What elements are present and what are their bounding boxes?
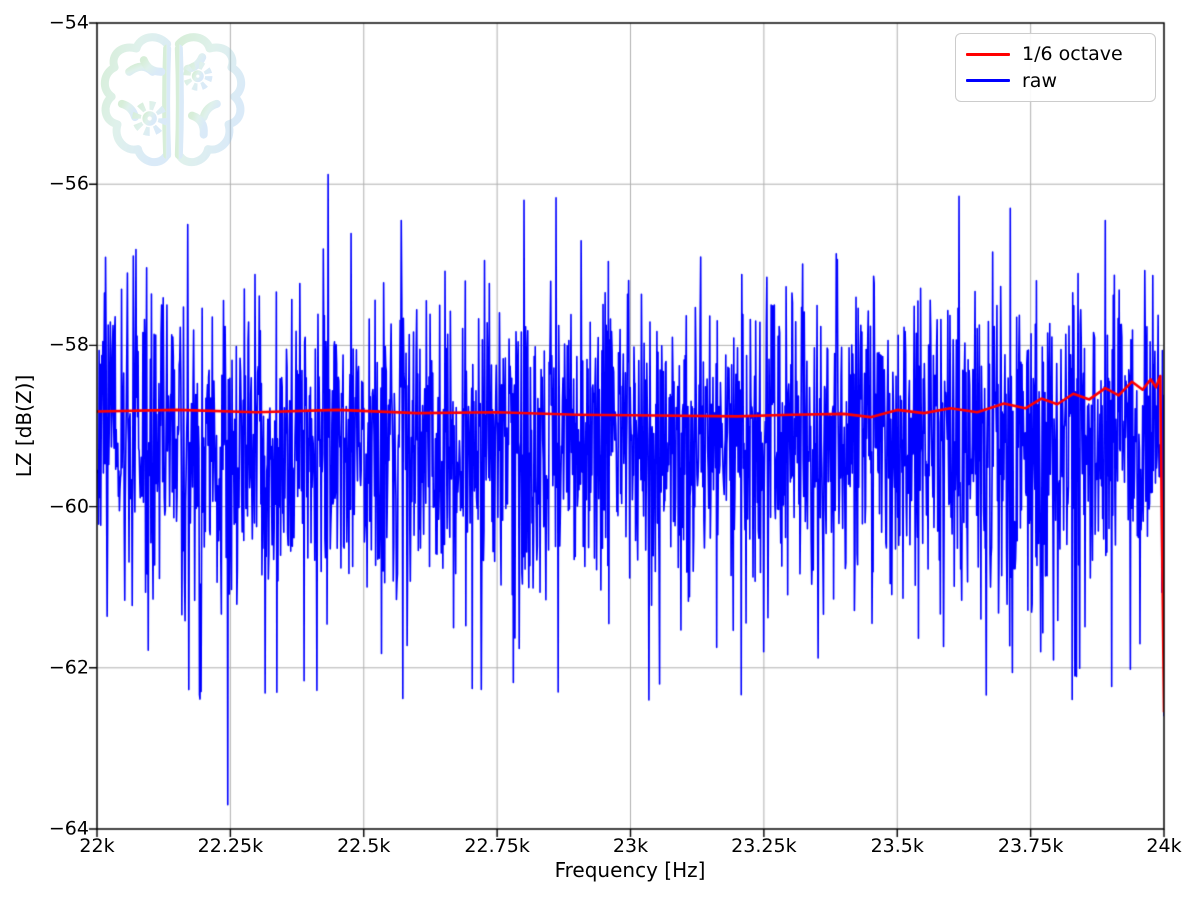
x-tick-label-23.75k: 23.75k	[997, 835, 1064, 857]
y-tick-label--56: −56	[48, 172, 89, 195]
brain-center-right	[174, 44, 184, 160]
gear-icon	[183, 61, 213, 91]
x-tick-label-23.25k: 23.25k	[731, 835, 797, 857]
brain-fold	[187, 111, 208, 139]
y-tick-label--58: −58	[48, 333, 89, 356]
legend: 1/6 octave raw	[955, 33, 1156, 102]
y-tick-label--54: −54	[48, 11, 89, 34]
x-tick-label-23k: 23k	[612, 835, 649, 857]
legend-line-blue	[966, 79, 1010, 83]
y-tick-label--64: −64	[48, 817, 89, 840]
x-tick-label-22.25k: 22.25k	[197, 835, 264, 857]
gear-icon	[142, 111, 157, 126]
legend-entry-octave: 1/6 octave	[966, 43, 1145, 65]
x-tick-label-22.5k: 22.5k	[337, 835, 391, 857]
legend-label-octave: 1/6 octave	[1022, 43, 1123, 66]
brain-fold	[199, 99, 221, 122]
gear-icon	[191, 70, 204, 83]
brain-center-left	[162, 44, 172, 160]
y-tick-label--62: −62	[48, 656, 89, 679]
brain-fold	[139, 56, 166, 76]
legend-label-raw: raw	[1022, 69, 1057, 92]
legend-line-red	[966, 52, 1010, 56]
x-axis-label: Frequency [Hz]	[554, 858, 706, 882]
legend-entry-raw: raw	[966, 70, 1145, 92]
brain-fold	[183, 53, 207, 73]
brain-left-hemisphere	[100, 33, 172, 167]
y-axis-label: LZ [dB(Z)]	[12, 374, 36, 478]
gear-icon	[132, 101, 168, 137]
brain-gears-watermark-logo	[100, 33, 246, 167]
y-tick-label--60: −60	[48, 495, 89, 518]
x-tick-label-24k: 24k	[1146, 835, 1182, 857]
x-tick-label-23.5k: 23.5k	[870, 835, 924, 857]
brain-right-hemisphere	[174, 33, 246, 167]
x-tick-label-22k: 22k	[79, 835, 115, 857]
x-tick-label-22.75k: 22.75k	[464, 835, 530, 857]
